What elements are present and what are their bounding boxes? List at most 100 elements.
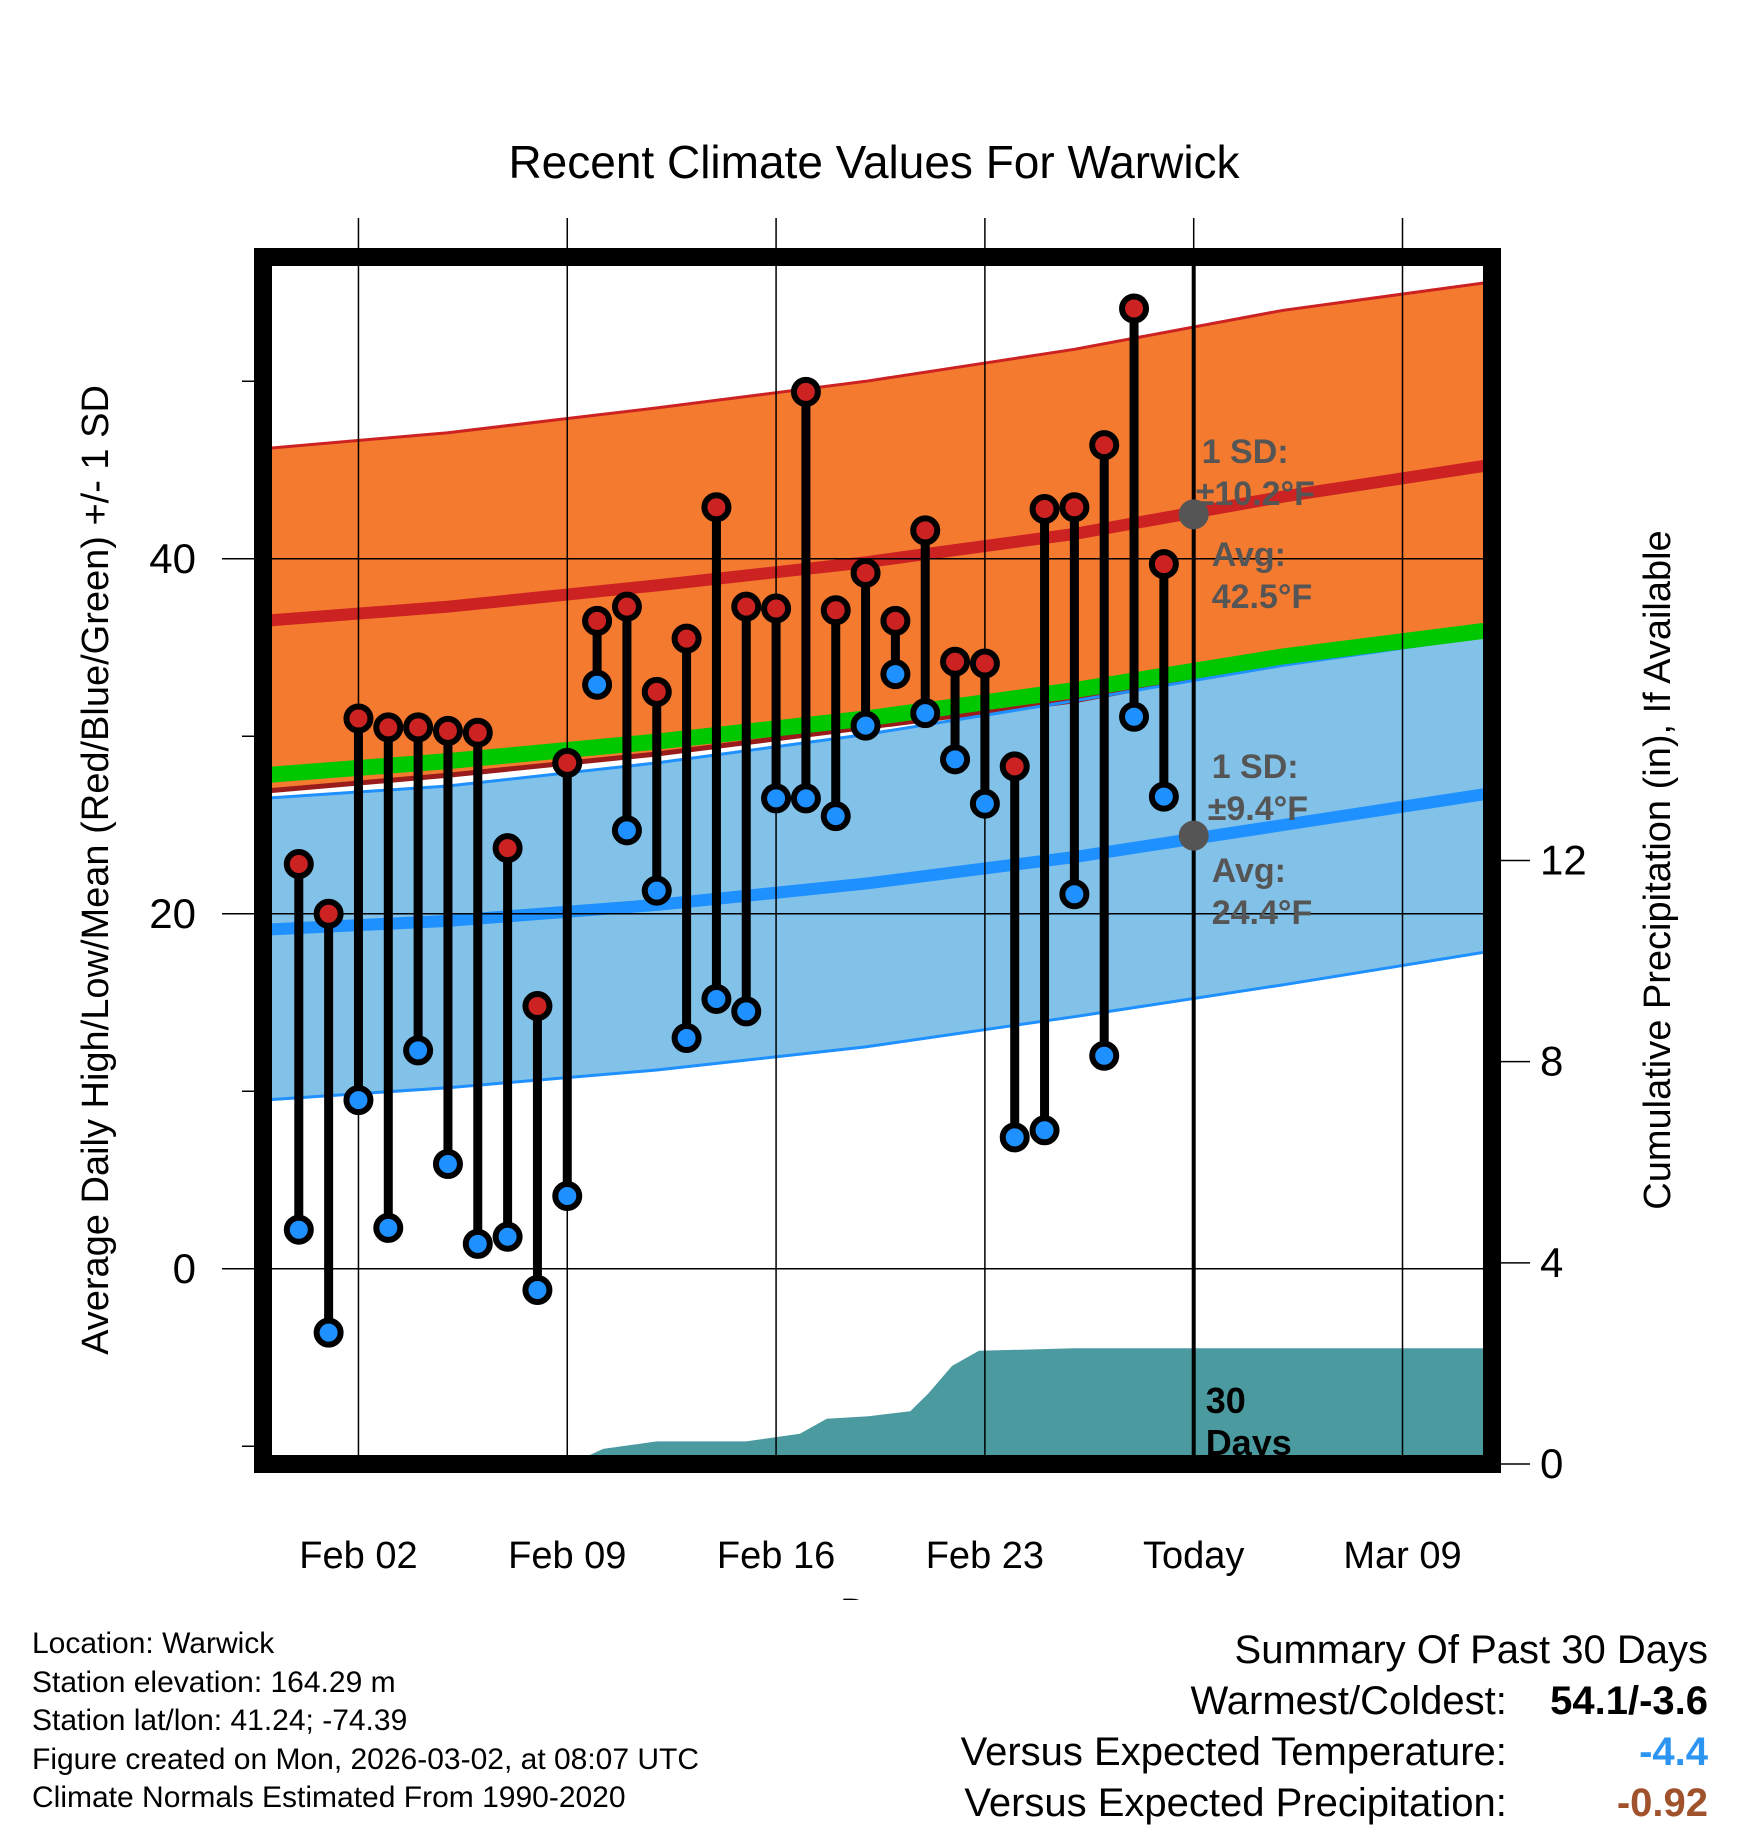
low-sd-value: ±9.4°F: [1208, 790, 1308, 828]
y-tick-label-right: 8: [1540, 1038, 1563, 1085]
low-avg-value: 24.4°F: [1212, 894, 1313, 932]
station-info: Location: Warwick Station elevation: 164…: [32, 1625, 699, 1818]
daily-high-point: [701, 492, 732, 523]
x-tick-label: Feb 23: [926, 1535, 1044, 1577]
x-tick-label: Feb 16: [717, 1535, 835, 1577]
daily-high-point: [1119, 293, 1150, 324]
daily-low-point: [582, 669, 613, 700]
daily-high-point: [343, 703, 374, 734]
created-text: Figure created on Mon, 2026-03-02, at 08…: [32, 1742, 700, 1776]
daily-high-point: [522, 991, 553, 1022]
y-tick-label-right: 12: [1540, 837, 1587, 884]
daily-high-point: [373, 712, 404, 743]
daily-low-point: [910, 698, 941, 729]
latlon-text: Station lat/lon: 41.24; -74.39: [32, 1704, 408, 1737]
daily-low-point: [641, 875, 672, 906]
daily-low-point: [492, 1221, 523, 1252]
high-sd-title: 1 SD:: [1202, 433, 1289, 471]
plot-area: 1 SD: ±10.2°F Avg: 42.5°F 1 SD: ±9.4°F Avg: 24.…: [263, 257, 1492, 1464]
daily-high-point: [641, 676, 672, 707]
y-axis-label-right: Cumulative Precipitation (in), If Availa…: [1637, 530, 1679, 1209]
low-normal-marker: [1178, 820, 1209, 851]
daily-low-point: [790, 783, 821, 814]
daily-low-point: [671, 1023, 702, 1053]
daily-low-point: [1119, 701, 1150, 732]
daily-high-point: [552, 747, 583, 778]
daily-low-point: [880, 659, 911, 690]
plot-frame: [254, 248, 1501, 1473]
x-axis-label: Day: [840, 1592, 908, 1600]
daily-low-point: [1029, 1115, 1060, 1146]
axes: Feb 02 Feb 09 Feb 16 Feb 23 Today Mar 0902040…: [149, 218, 1587, 1577]
daily-low-point: [552, 1180, 583, 1211]
daily-high-point: [880, 605, 911, 636]
daily-low-point: [403, 1035, 434, 1066]
daily-high-point: [582, 605, 613, 636]
daily-low-point: [313, 1317, 344, 1348]
daily-low-point: [731, 996, 762, 1027]
daily-high-point: [313, 898, 344, 929]
daily-high-point: [432, 715, 463, 746]
y-axis-label-left: Average Daily High/Low/Mean (Red/Blue/Gr…: [75, 385, 117, 1355]
daily-high-point: [671, 623, 702, 654]
y-tick-label-right: 0: [1540, 1440, 1563, 1487]
precip-departure-label: Versus Expected Precipitation:: [964, 1781, 1507, 1825]
daily-high-point: [1089, 430, 1120, 461]
daily-low-point: [432, 1149, 463, 1180]
daily-high-point: [1059, 492, 1090, 523]
daily-high-point: [820, 595, 851, 626]
y-tick-label-left: 0: [173, 1245, 196, 1292]
high-normal-marker: [1178, 499, 1209, 530]
high-sd-value: ±10.2°F: [1196, 475, 1315, 513]
daily-low-point: [701, 983, 732, 1014]
summary-warmest-row: Warmest/Coldest: 54.1/-3.6: [961, 1676, 1709, 1727]
summary-panel: Summary Of Past 30 Days Warmest/Coldest:…: [961, 1625, 1708, 1829]
warmest-value: 54.1/-3.6: [1550, 1679, 1708, 1723]
x-tick-label: Feb 09: [508, 1535, 626, 1577]
daily-high-point: [283, 849, 314, 880]
high-avg-value: 42.5°F: [1212, 578, 1313, 616]
x-tick-label: Mar 09: [1343, 1535, 1461, 1577]
high-sd-upper-line: [263, 280, 1492, 451]
location-text: Location: Warwick: [32, 1627, 275, 1660]
daily-low-point: [1089, 1040, 1120, 1071]
temp-departure-value: -4.4: [1639, 1730, 1708, 1774]
daily-low-point: [1059, 879, 1090, 910]
daily-low-point: [850, 710, 881, 741]
daily-high-point: [462, 717, 493, 748]
temp-departure-label: Versus Expected Temperature:: [960, 1730, 1507, 1774]
daily-high-point: [492, 833, 523, 864]
warmest-label: Warmest/Coldest:: [1190, 1679, 1507, 1723]
daily-high-point: [790, 376, 821, 407]
daily-high-point: [999, 751, 1030, 782]
elevation-text: Station elevation: 164.29 m: [32, 1665, 396, 1699]
daily-high-point: [611, 591, 642, 622]
daily-low-point: [373, 1212, 404, 1243]
daily-high-point: [403, 712, 434, 743]
daily-high-point: [1148, 549, 1179, 580]
daily-high-point: [850, 557, 881, 588]
daily-low-point: [820, 801, 851, 832]
daily-low-point: [611, 815, 642, 846]
y-tick-label-left: 40: [149, 535, 196, 582]
daily-high-point: [1029, 494, 1060, 525]
daily-high-point: [969, 648, 1000, 679]
daily-low-point: [283, 1214, 314, 1245]
precip-area: [263, 1348, 1492, 1464]
daily-low-point: [522, 1275, 553, 1306]
daily-high-point: [761, 593, 792, 624]
daily-low-point: [1148, 781, 1179, 812]
chart-title: Recent Climate Values For Warwick: [508, 136, 1240, 188]
x-tick-label: Today: [1143, 1535, 1244, 1577]
summary-temp-row: Versus Expected Temperature: -4.4: [961, 1727, 1708, 1778]
summary-precip-row: Versus Expected Precipitation: -0.92: [961, 1778, 1708, 1829]
daily-high-point: [731, 591, 762, 622]
daily-low-point: [761, 783, 792, 814]
daily-low-point: [940, 744, 971, 775]
daily-low-point: [343, 1085, 374, 1116]
climate-chart: Recent Climate Values For Warwick 1 SD: ±…: [75, 136, 1679, 1600]
precip-departure-value: -0.92: [1616, 1781, 1708, 1825]
y-tick-label-left: 20: [149, 890, 196, 937]
normals-text: Climate Normals Estimated From 1990-2020: [32, 1781, 626, 1814]
daily-low-point: [462, 1228, 493, 1259]
